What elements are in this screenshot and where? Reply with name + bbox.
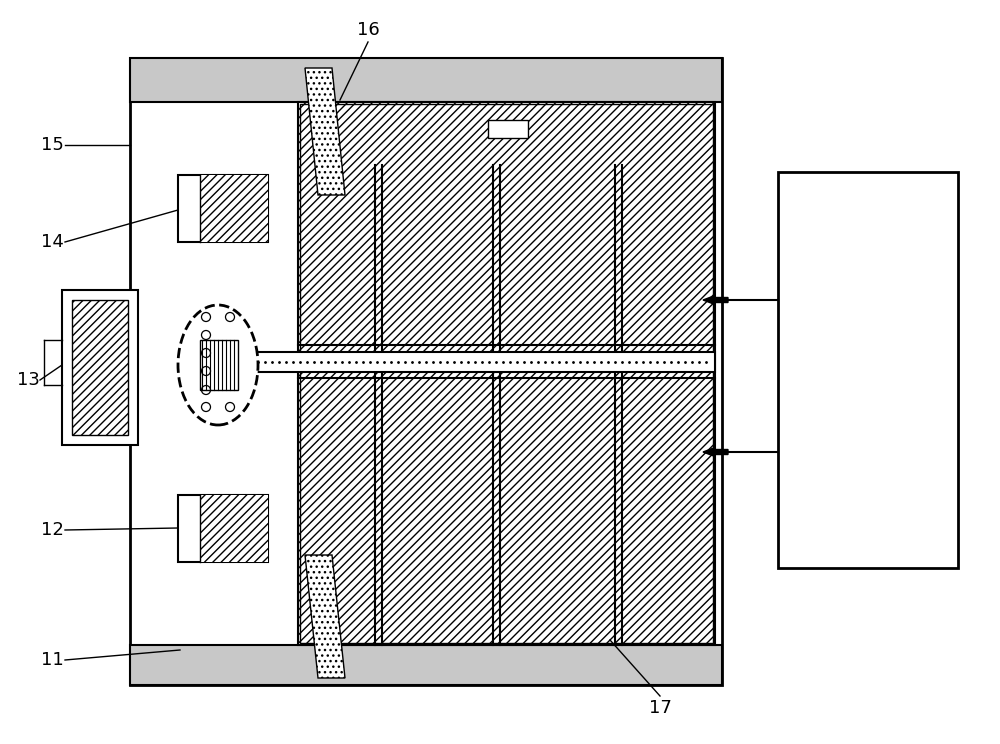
Ellipse shape xyxy=(178,305,258,425)
Text: 16: 16 xyxy=(357,21,379,39)
Bar xyxy=(130,58,722,102)
Bar xyxy=(200,175,268,242)
Bar xyxy=(300,104,713,643)
Bar xyxy=(205,352,715,372)
Text: 13: 13 xyxy=(17,371,39,389)
Text: 15: 15 xyxy=(41,136,63,154)
Bar xyxy=(200,340,238,390)
Text: 14: 14 xyxy=(41,233,63,251)
Text: 17: 17 xyxy=(649,699,671,717)
Text: 12: 12 xyxy=(41,521,63,539)
Bar xyxy=(488,120,528,138)
Bar xyxy=(72,300,128,435)
Bar xyxy=(130,58,722,685)
Bar xyxy=(191,350,207,374)
Bar xyxy=(178,495,268,562)
Text: 11: 11 xyxy=(41,651,63,669)
Bar xyxy=(178,175,268,242)
Bar xyxy=(200,495,268,562)
Polygon shape xyxy=(305,555,345,678)
FancyArrow shape xyxy=(703,295,728,304)
FancyArrow shape xyxy=(703,447,728,457)
Polygon shape xyxy=(305,68,345,195)
Bar xyxy=(130,645,722,685)
Bar xyxy=(298,102,715,645)
Bar xyxy=(62,290,138,445)
Bar xyxy=(778,172,958,568)
